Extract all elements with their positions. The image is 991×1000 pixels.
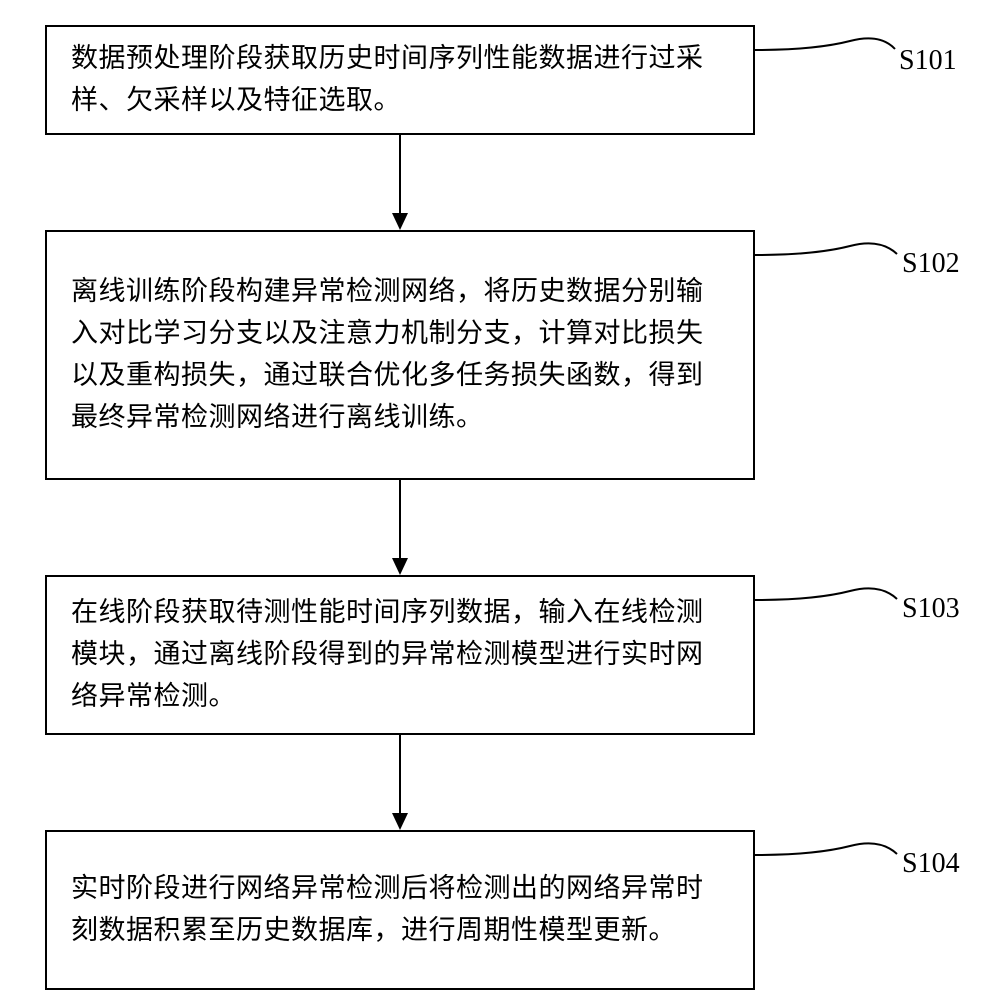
step-label: S103 (902, 593, 960, 625)
step-label: S104 (902, 848, 960, 880)
connector-line (755, 25, 905, 75)
flowchart-step: 离线训练阶段构建异常检测网络，将历史数据分别输入对比学习分支以及注意力机制分支，… (45, 230, 945, 480)
connector-line (755, 230, 905, 280)
connector-line (755, 830, 905, 880)
flowchart-container: 数据预处理阶段获取历史时间序列性能数据进行过采样、欠采样以及特征选取。 S101… (45, 25, 945, 990)
arrow-container (45, 735, 755, 830)
arrow-container (45, 480, 755, 575)
step-label: S101 (899, 45, 957, 77)
flowchart-step: 在线阶段获取待测性能时间序列数据，输入在线检测模块，通过离线阶段得到的异常检测模… (45, 575, 945, 735)
step-box-s104: 实时阶段进行网络异常检测后将检测出的网络异常时刻数据积累至历史数据库，进行周期性… (45, 830, 755, 990)
step-text: 数据预处理阶段获取历史时间序列性能数据进行过采样、欠采样以及特征选取。 (71, 38, 729, 122)
step-box-s102: 离线训练阶段构建异常检测网络，将历史数据分别输入对比学习分支以及注意力机制分支，… (45, 230, 755, 480)
step-text: 离线训练阶段构建异常检测网络，将历史数据分别输入对比学习分支以及注意力机制分支，… (71, 271, 729, 438)
arrow-container (45, 135, 755, 230)
step-box-s101: 数据预处理阶段获取历史时间序列性能数据进行过采样、欠采样以及特征选取。 (45, 25, 755, 135)
step-text: 在线阶段获取待测性能时间序列数据，输入在线检测模块，通过离线阶段得到的异常检测模… (71, 592, 729, 718)
arrow-icon (385, 480, 415, 575)
connector-line (755, 575, 905, 625)
flowchart-step: 实时阶段进行网络异常检测后将检测出的网络异常时刻数据积累至历史数据库，进行周期性… (45, 830, 945, 990)
step-label: S102 (902, 248, 960, 280)
arrow-icon (385, 135, 415, 230)
arrow-icon (385, 735, 415, 830)
step-box-s103: 在线阶段获取待测性能时间序列数据，输入在线检测模块，通过离线阶段得到的异常检测模… (45, 575, 755, 735)
step-text: 实时阶段进行网络异常检测后将检测出的网络异常时刻数据积累至历史数据库，进行周期性… (71, 868, 729, 952)
flowchart-step: 数据预处理阶段获取历史时间序列性能数据进行过采样、欠采样以及特征选取。 S101 (45, 25, 945, 135)
